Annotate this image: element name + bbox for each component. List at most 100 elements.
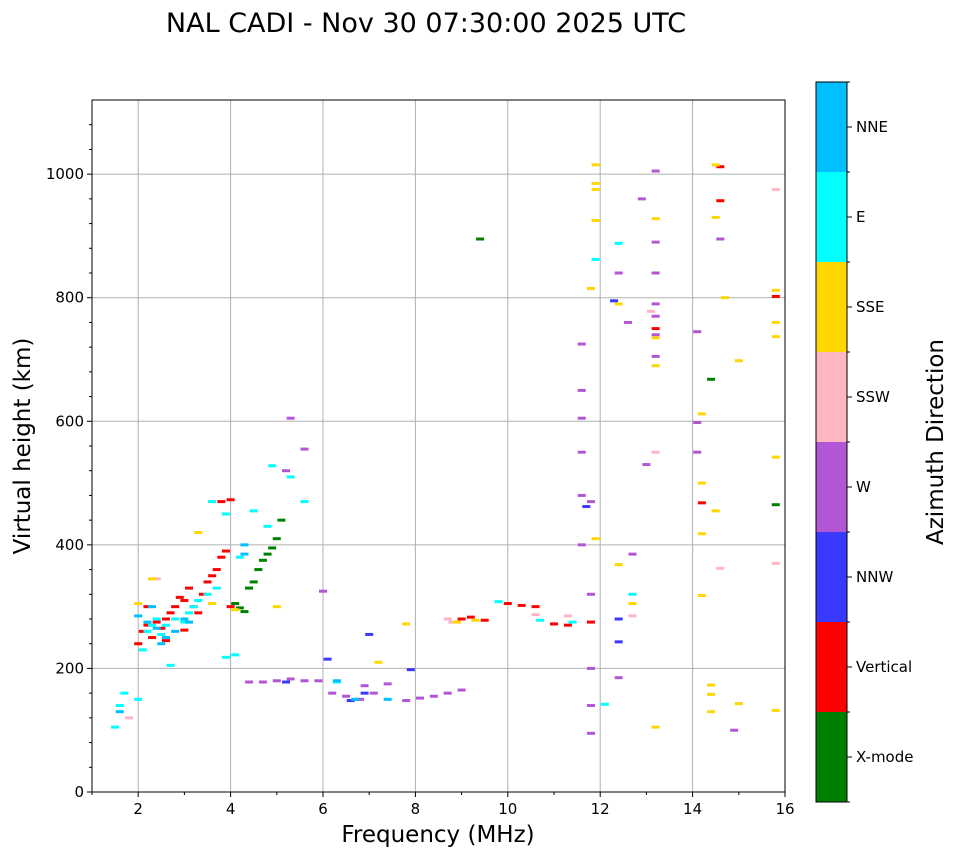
echo-point-w [416, 696, 425, 700]
echo-point-w [272, 679, 281, 683]
echo-point-sse [614, 302, 623, 306]
echo-point-sse [591, 537, 600, 541]
colorbar-segment [816, 622, 847, 712]
echo-point-nne [240, 552, 249, 556]
y-tick-label: 1000 [46, 165, 84, 183]
echo-point-sse [374, 660, 383, 664]
echo-point-vertical [217, 555, 226, 559]
x-tick-label: 10 [498, 800, 517, 818]
echo-point-e [111, 725, 120, 729]
echo-point-vertical [563, 623, 572, 627]
chart-title: NAL CADI - Nov 30 07:30:00 2025 UTC [166, 8, 686, 39]
echo-point-vertical [185, 586, 194, 590]
echo-point-vertical [198, 592, 207, 596]
echo-point-e [628, 592, 637, 596]
echo-point-x-mode [231, 602, 240, 606]
echo-point-sse [134, 602, 143, 606]
y-axis-label: Virtual height (km) [10, 338, 36, 555]
echo-point-sse [628, 602, 637, 606]
echo-point-vertical [466, 615, 475, 619]
echo-point-sse [711, 163, 720, 167]
echo-point-e [536, 618, 545, 622]
echo-point-e [180, 620, 189, 624]
echo-point-e [120, 691, 129, 695]
echo-point-x-mode [263, 552, 272, 556]
echo-point-nne [351, 697, 360, 701]
echo-point-sse [771, 335, 780, 339]
echo-point-vertical [134, 642, 143, 646]
data-points [111, 163, 780, 735]
echo-point-e [166, 663, 175, 667]
echo-point-sse [452, 620, 461, 624]
echo-point-x-mode [258, 558, 267, 562]
echo-point-vertical [180, 598, 189, 602]
echo-point-vertical [217, 500, 226, 504]
echo-point-e [157, 632, 166, 636]
echo-point-vertical [221, 549, 230, 553]
echo-point-w [355, 697, 364, 701]
echo-point-vertical [194, 611, 203, 615]
x-tick-label: 16 [775, 800, 794, 818]
grid [92, 100, 785, 792]
echo-point-sse [591, 188, 600, 192]
echo-point-sse [707, 710, 716, 714]
echo-point-e [300, 500, 309, 504]
echo-point-vertical [161, 617, 170, 621]
echo-point-w [651, 302, 660, 306]
echo-point-w [693, 421, 702, 425]
echo-point-vertical [152, 620, 161, 624]
echo-point-w [577, 388, 586, 392]
echo-point-w [245, 680, 254, 684]
echo-point-vertical [161, 639, 170, 643]
echo-point-nne [143, 620, 152, 624]
echo-point-sse [697, 412, 706, 416]
echo-point-vertical [651, 327, 660, 331]
y-tick-label: 800 [55, 289, 84, 307]
echo-point-w [369, 691, 378, 695]
echo-point-w [577, 493, 586, 497]
echo-point-e [614, 241, 623, 245]
colorbar-segment [816, 172, 847, 262]
echo-point-sse [194, 531, 203, 534]
echo-point-x-mode [254, 568, 263, 572]
echo-point-sse [771, 288, 780, 292]
colorbar-segment [816, 262, 847, 352]
echo-point-w [577, 342, 586, 346]
colorbar-category-label: NNW [856, 568, 893, 586]
echo-point-e [208, 500, 217, 504]
echo-point-e [185, 611, 194, 615]
echo-point-nne [240, 543, 249, 547]
echo-point-vertical [226, 605, 235, 609]
echo-point-vertical [457, 617, 466, 621]
colorbar-segment [816, 442, 847, 532]
echo-point-w [429, 694, 438, 698]
echo-point-vertical [531, 605, 540, 609]
echo-point-sse [711, 509, 720, 513]
echo-point-w [577, 416, 586, 420]
echo-point-sse [651, 217, 660, 221]
echo-point-vertical [166, 611, 175, 615]
echo-point-e [568, 620, 577, 624]
echo-point-ssw [647, 309, 656, 313]
echo-point-sse [591, 163, 600, 167]
echo-point-nnw [323, 657, 332, 661]
echo-point-w [716, 237, 725, 241]
azimuth-colorbar: X-mode Vertical NNW W SSW SSE E NNE [816, 81, 913, 803]
echo-point-vertical [503, 602, 512, 606]
echo-point-vertical [586, 620, 595, 624]
echo-point-x-mode [272, 537, 281, 541]
echo-point-nne [115, 710, 124, 714]
axis-ticks: 2 4 6 8 10 12 14 16 0 200 400 600 800 1000 [46, 124, 795, 818]
echo-point-sse [711, 215, 720, 219]
colorbar-category-label: Vertical [856, 658, 912, 676]
x-tick-label: 12 [591, 800, 610, 818]
echo-point-e [189, 605, 198, 609]
echo-point-w [282, 469, 291, 473]
echo-point-ssw [448, 620, 457, 624]
echo-point-nnw [406, 668, 415, 672]
echo-point-vertical [550, 622, 558, 626]
echo-point-nnw [610, 299, 619, 303]
colorbar-frame [815, 81, 848, 803]
colorbar-category-label: SSE [856, 298, 885, 316]
echo-point-e [263, 524, 272, 528]
